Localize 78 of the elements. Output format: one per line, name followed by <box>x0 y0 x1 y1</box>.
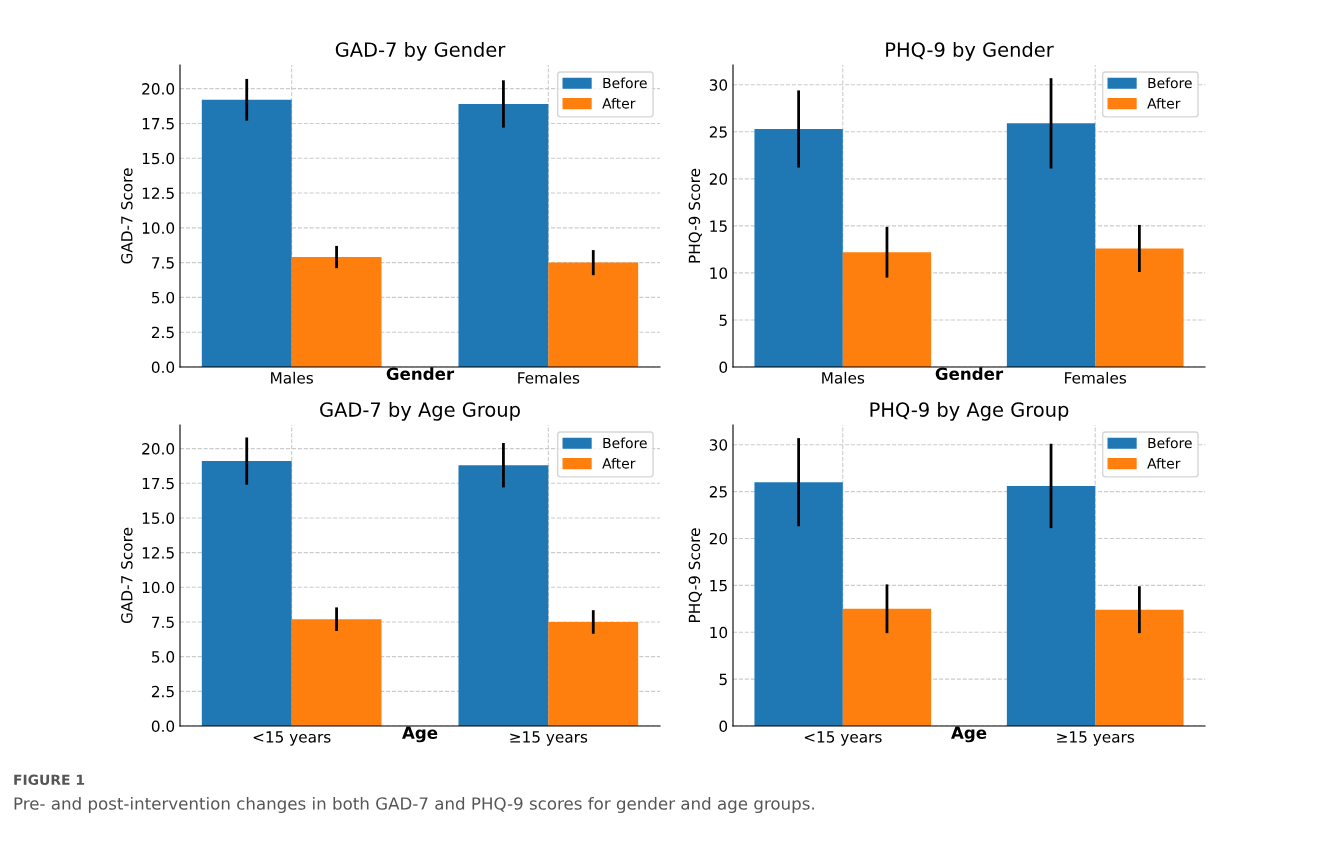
legend-label: Before <box>603 437 647 449</box>
y-tick-label: 30 <box>709 439 728 451</box>
y-axis-title: PHQ-9 Score <box>688 528 702 623</box>
y-tick-label: 0 <box>719 361 728 374</box>
bar <box>291 257 382 367</box>
y-tick-label: 5 <box>719 314 727 326</box>
y-tick-label: 10 <box>710 267 728 279</box>
bar <box>842 608 932 726</box>
x-axis-title: Age <box>951 726 987 743</box>
bar <box>754 482 843 726</box>
legend-label: Before <box>1148 77 1192 89</box>
y-tick-label: 20 <box>709 173 728 185</box>
legend-label: After <box>1147 97 1181 109</box>
y-tick-label: 2.5 <box>151 326 174 339</box>
x-tick-label: Females <box>518 371 580 384</box>
y-tick-label: 20.0 <box>142 443 175 455</box>
bar <box>1095 609 1184 726</box>
bar <box>548 621 639 726</box>
y-tick-label: 7.5 <box>152 257 174 269</box>
chart-title: GAD-7 by Gender <box>335 41 506 61</box>
bar <box>201 99 292 367</box>
x-tick-label: Males <box>271 371 313 384</box>
y-axis-title: GAD-7 Score <box>121 168 133 264</box>
x-axis-title: Age <box>402 726 438 743</box>
y-tick-label: 15.0 <box>142 152 175 165</box>
x-axis-title: Gender <box>386 367 455 381</box>
y-tick-label: 25 <box>709 486 727 498</box>
bar <box>458 465 549 726</box>
y-tick-label: 15.0 <box>142 512 175 524</box>
x-tick-label: <15 years <box>804 731 882 746</box>
bar <box>1095 248 1184 367</box>
y-tick-label: 7.5 <box>152 616 174 628</box>
y-tick-label: 12.5 <box>142 187 174 200</box>
caption: FIGURE 1 <box>14 774 85 786</box>
bar <box>458 103 549 367</box>
x-tick-label: ≥15 years <box>510 731 588 746</box>
y-tick-label: 12.5 <box>142 547 174 559</box>
y-axis-title: GAD-7 Score <box>121 527 133 624</box>
y-tick-label: 17.5 <box>142 118 174 130</box>
x-tick-label: ≥15 years <box>1057 731 1135 746</box>
y-tick-label: 0.0 <box>151 720 175 733</box>
y-tick-label: 20.0 <box>142 83 175 95</box>
y-tick-label: 17.5 <box>142 477 174 490</box>
y-tick-label: 15 <box>710 220 727 232</box>
y-tick-label: 2.5 <box>151 685 174 698</box>
bar <box>754 128 843 367</box>
x-tick-label: <15 years <box>253 731 331 746</box>
chart-title: PHQ-9 by Age Group <box>870 401 1069 421</box>
y-tick-label: 30 <box>709 79 728 91</box>
legend-label: After <box>1147 457 1181 469</box>
y-tick-label: 5.0 <box>152 651 175 663</box>
chart-title: GAD-7 by Age Group <box>320 401 520 421</box>
y-tick-label: 25 <box>709 126 727 138</box>
y-tick-label: 20 <box>709 532 728 545</box>
bar <box>1006 123 1096 367</box>
bar <box>548 262 639 367</box>
legend-label: After <box>602 457 636 469</box>
y-tick-label: 15 <box>710 580 727 592</box>
legend-label: After <box>602 97 636 109</box>
y-tick-label: 10.0 <box>142 581 175 594</box>
y-tick-label: 10.0 <box>142 222 175 234</box>
bar <box>201 461 292 726</box>
y-tick-label: 10 <box>710 626 728 639</box>
bar <box>291 619 382 726</box>
y-axis-title: PHQ-9 Score <box>688 168 702 263</box>
text: Pre- and post-intervention changes in both GAD-7 and PHQ-9 scores for gender and age groups. <box>14 796 814 814</box>
y-tick-label: 5.0 <box>152 291 175 304</box>
y-tick-label: 0 <box>719 720 728 733</box>
x-axis-title: Gender <box>935 367 1004 381</box>
x-tick-label: Males <box>822 371 865 384</box>
chart-title: PHQ-9 by Gender <box>886 41 1054 61</box>
bar <box>1006 485 1096 726</box>
legend-label: Before <box>603 77 647 89</box>
y-tick-label: 5 <box>719 673 727 686</box>
x-tick-label: Females <box>1065 371 1127 384</box>
legend-label: Before <box>1148 437 1192 449</box>
bar <box>842 252 932 367</box>
y-tick-label: 0.0 <box>151 361 175 374</box>
